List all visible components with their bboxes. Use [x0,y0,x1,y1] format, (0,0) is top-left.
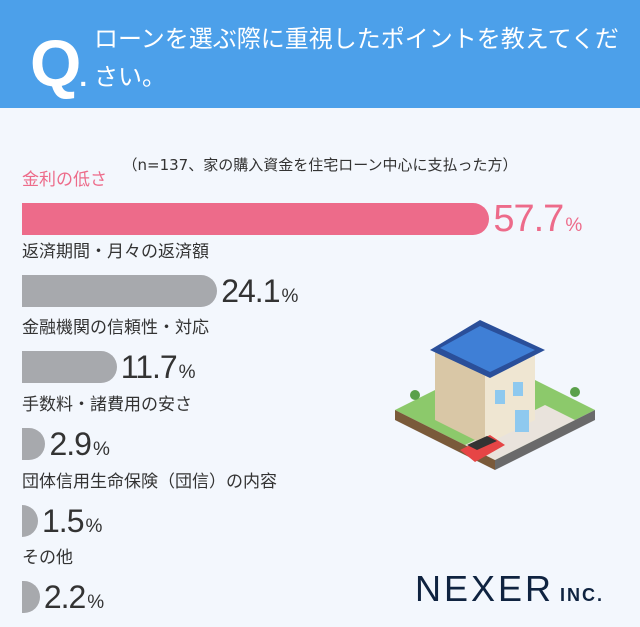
car-icon [460,435,505,462]
category-label: 金融機関の信頼性・対応 [22,318,209,338]
value-label: 24.1% [221,272,298,309]
q-mark: Q. [30,26,87,100]
value-label: 2.9% [49,425,109,462]
question-header: Q. ローンを選ぶ際に重視したポイントを教えてください。 [0,0,640,108]
bar [22,351,117,383]
value-label: 2.2% [43,578,104,615]
sample-note: （n=137、家の購入資金を住宅ローン中心に支払った方） [122,156,518,174]
bar-row: その他 2.2% [22,546,104,615]
question-text: ローンを選ぶ際に重視したポイントを教えてください。 [94,25,619,91]
bar-row: 金利の低さ 57.7% [22,168,582,240]
bar-row: 手数料・諸費用の安さ 2.9% [22,393,192,462]
value-label: 57.7% [493,197,582,240]
category-label: 手数料・諸費用の安さ [22,395,192,415]
category-label: 金利の低さ [22,170,107,190]
bar-row: 金融機関の信頼性・対応 11.7% [22,316,209,385]
bar-row: 返済期間・月々の返済額 24.1% [22,240,298,309]
category-label: その他 [22,548,73,568]
house-illustration [395,320,595,470]
nexer-logo: NEXER INC. [415,568,605,609]
bar [22,275,218,307]
bar-row: 団体信用生命保険（団信）の内容 1.5% [22,470,277,539]
bar [22,505,38,537]
category-label: 返済期間・月々の返済額 [22,242,209,262]
bar [22,581,40,613]
bar [22,428,46,460]
value-label: 11.7% [120,348,196,385]
bar [22,203,490,235]
category-label: 団体信用生命保険（団信）の内容 [22,472,277,492]
value-label: 1.5% [42,502,102,539]
